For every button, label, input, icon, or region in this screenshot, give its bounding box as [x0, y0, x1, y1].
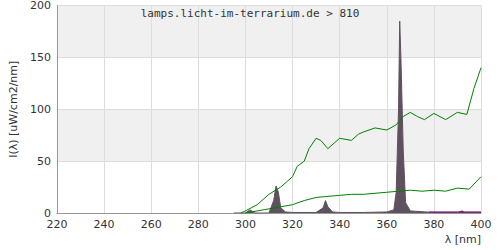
svg-text:360: 360	[376, 218, 397, 231]
svg-text:260: 260	[141, 218, 162, 231]
svg-text:280: 280	[188, 218, 209, 231]
svg-text:0: 0	[43, 206, 51, 220]
svg-text:I(λ) [uW/cm2/nm]: I(λ) [uW/cm2/nm]	[7, 61, 20, 158]
svg-text:320: 320	[282, 218, 303, 231]
svg-text:λ [nm]: λ [nm]	[445, 233, 481, 246]
svg-text:400: 400	[471, 218, 492, 231]
svg-text:200: 200	[30, 0, 51, 12]
svg-text:50: 50	[37, 155, 51, 168]
svg-text:380: 380	[423, 218, 444, 231]
svg-text:150: 150	[30, 51, 51, 64]
svg-text:100: 100	[30, 103, 51, 116]
svg-text:240: 240	[94, 218, 115, 231]
svg-text:lamps.licht-im-terrarium.de >: lamps.licht-im-terrarium.de > 810	[141, 7, 360, 20]
svg-text:220: 220	[46, 218, 67, 231]
svg-text:300: 300	[235, 218, 256, 231]
svg-text:340: 340	[329, 218, 350, 231]
